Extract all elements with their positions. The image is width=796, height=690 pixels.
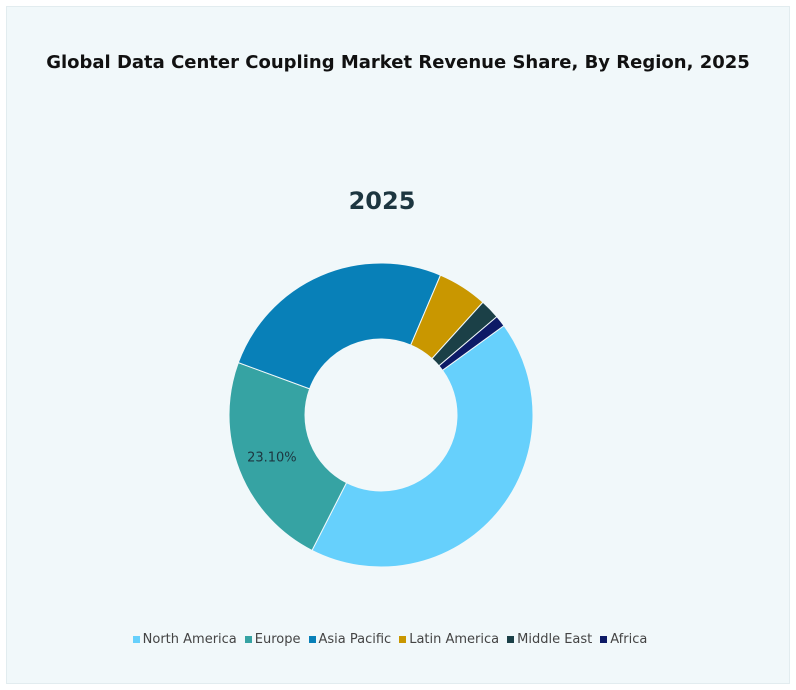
legend-swatch <box>399 636 407 643</box>
chart-title: Global Data Center Coupling Market Reven… <box>46 52 750 73</box>
legend-label: Middle East <box>517 632 593 647</box>
legend-label: Asia Pacific <box>318 632 392 647</box>
slice-asia-pacific <box>237 262 442 390</box>
legend-item: Asia Pacific <box>308 632 392 647</box>
legend-item: Latin America <box>399 632 499 647</box>
legend-item: North America <box>132 632 237 647</box>
legend-swatch <box>600 636 608 643</box>
slice-europe <box>228 361 348 552</box>
chart-subtitle: 2025 <box>348 187 416 215</box>
data-label: 23.10% <box>247 451 297 466</box>
legend-label: North America <box>142 632 237 647</box>
legend-swatch <box>308 636 316 643</box>
legend-swatch <box>244 636 252 643</box>
chart-card <box>6 6 790 684</box>
legend-item: Africa <box>600 632 647 647</box>
legend: North America Europe Asia Pacific Latin Ame… <box>0 632 780 647</box>
legend-item: Middle East <box>507 632 592 647</box>
legend-swatch <box>132 636 140 643</box>
legend-label: Africa <box>610 632 648 647</box>
legend-item: Europe <box>244 632 301 647</box>
legend-swatch <box>507 636 515 643</box>
legend-label: Europe <box>254 632 301 647</box>
slice-north-america <box>311 324 534 568</box>
slice-africa <box>438 315 505 372</box>
legend-label: Latin America <box>409 632 500 647</box>
